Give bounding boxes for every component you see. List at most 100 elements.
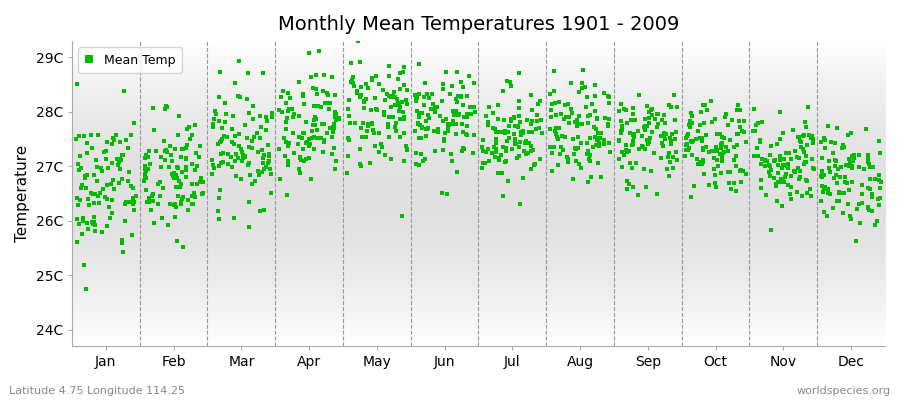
- Point: [624, 117, 638, 124]
- Point: [122, 169, 137, 175]
- Point: [821, 190, 835, 196]
- Point: [317, 139, 331, 145]
- Point: [802, 132, 816, 138]
- Point: [115, 152, 130, 158]
- Point: [659, 131, 673, 137]
- Point: [512, 70, 526, 76]
- Point: [512, 119, 526, 126]
- Point: [314, 120, 328, 127]
- Point: [326, 129, 340, 135]
- Point: [436, 86, 451, 92]
- Point: [417, 94, 431, 100]
- Point: [853, 220, 868, 226]
- Point: [422, 115, 436, 121]
- Point: [342, 137, 356, 144]
- Point: [794, 144, 808, 150]
- Point: [548, 130, 562, 137]
- Point: [851, 152, 866, 159]
- Point: [420, 126, 435, 132]
- Point: [510, 124, 525, 130]
- Point: [773, 153, 788, 159]
- Point: [719, 110, 733, 117]
- Point: [717, 114, 732, 120]
- Point: [460, 92, 474, 99]
- Title: Monthly Mean Temperatures 1901 - 2009: Monthly Mean Temperatures 1901 - 2009: [278, 15, 680, 34]
- Point: [684, 138, 698, 144]
- Point: [437, 138, 452, 144]
- Point: [687, 182, 701, 189]
- Point: [529, 118, 544, 124]
- Point: [112, 138, 127, 145]
- Point: [127, 199, 141, 205]
- Point: [400, 96, 414, 103]
- Point: [467, 132, 482, 138]
- Point: [80, 226, 94, 232]
- Point: [447, 112, 462, 118]
- Point: [549, 124, 563, 131]
- Point: [640, 102, 654, 109]
- Point: [340, 153, 355, 160]
- Point: [285, 129, 300, 136]
- Point: [486, 124, 500, 131]
- Point: [153, 164, 167, 170]
- Point: [464, 104, 478, 110]
- Point: [383, 156, 398, 162]
- Point: [438, 69, 453, 75]
- Point: [487, 144, 501, 150]
- Point: [109, 132, 123, 138]
- Point: [615, 123, 629, 129]
- Point: [715, 134, 729, 141]
- Point: [488, 126, 502, 132]
- Point: [449, 131, 464, 138]
- Point: [443, 91, 457, 97]
- Point: [817, 134, 832, 141]
- Point: [736, 129, 751, 135]
- Point: [623, 160, 637, 166]
- Point: [597, 137, 611, 144]
- Point: [580, 179, 595, 185]
- Point: [663, 138, 678, 144]
- Point: [260, 160, 274, 166]
- Point: [494, 170, 508, 177]
- Point: [827, 157, 842, 164]
- Point: [174, 199, 188, 206]
- Point: [327, 125, 341, 131]
- Point: [551, 136, 565, 142]
- Point: [225, 139, 239, 145]
- Point: [859, 126, 873, 132]
- Point: [101, 165, 115, 171]
- Point: [245, 145, 259, 151]
- Point: [180, 142, 194, 148]
- Point: [99, 148, 113, 154]
- Point: [318, 100, 332, 106]
- Point: [154, 154, 168, 160]
- Point: [482, 119, 496, 126]
- Point: [563, 105, 578, 112]
- Point: [232, 94, 247, 100]
- Point: [416, 158, 430, 164]
- Point: [715, 152, 729, 158]
- Point: [314, 134, 328, 141]
- Point: [840, 180, 854, 186]
- Point: [460, 132, 474, 138]
- Point: [279, 126, 293, 132]
- Point: [466, 104, 481, 110]
- Point: [372, 149, 386, 156]
- Point: [620, 120, 634, 126]
- Point: [498, 128, 512, 134]
- Point: [229, 173, 243, 180]
- Point: [412, 110, 427, 117]
- Point: [704, 98, 718, 104]
- Point: [660, 166, 674, 172]
- Point: [489, 146, 503, 152]
- Point: [491, 155, 506, 161]
- Point: [428, 148, 442, 154]
- Point: [445, 83, 459, 89]
- Point: [225, 126, 239, 132]
- Point: [212, 163, 227, 170]
- Point: [552, 125, 566, 131]
- Point: [638, 146, 652, 152]
- Point: [626, 138, 640, 144]
- Point: [748, 128, 762, 135]
- Point: [498, 159, 512, 166]
